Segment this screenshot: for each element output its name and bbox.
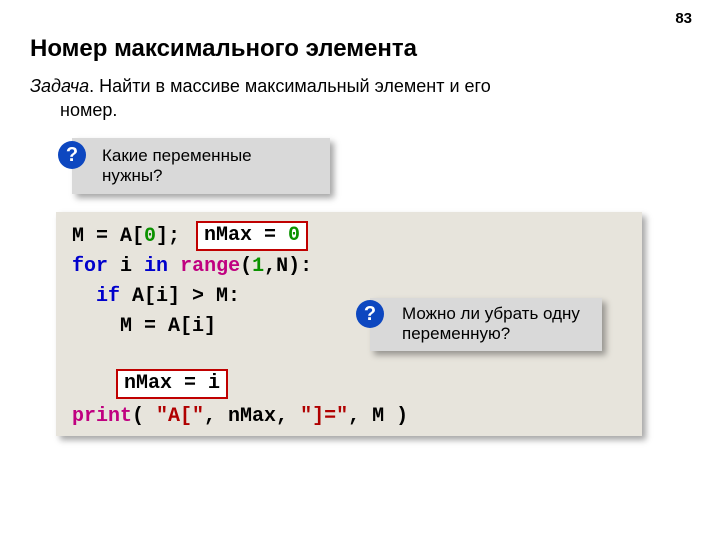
page-number: 83 (675, 10, 692, 27)
code-l2o: ( (240, 255, 252, 278)
code-s2: "]=" (300, 405, 348, 428)
question-icon-2: ? (356, 300, 384, 328)
box2: nMax = i (124, 372, 220, 395)
task-line1: . Найти в массиве максимальный элемент и… (89, 76, 491, 96)
question1-text: Какие переменные нужны? (102, 146, 252, 185)
task-label: Задача (30, 76, 89, 96)
question2-line2: переменную? (402, 324, 510, 343)
question2-line1: Можно ли убрать одну (402, 304, 580, 323)
box1-a: nMax = (204, 224, 288, 247)
highlight-box-2: nMax = i (116, 369, 228, 399)
code-l6a: ( (132, 405, 156, 428)
highlight-box-1: nMax = 0 (196, 221, 308, 251)
box1-b: 0 (288, 224, 300, 247)
code-one: 1 (252, 255, 264, 278)
code-for: for (72, 255, 108, 278)
code-l2m: i (108, 255, 144, 278)
question-icon-1: ? (58, 141, 86, 169)
code-l6b: , nMax, (204, 405, 300, 428)
code-l2sp (168, 255, 180, 278)
code-l3r: A[i] > M: (120, 285, 240, 308)
question-box-1: Какие переменные нужны? (72, 138, 330, 194)
code-l2c: ,N): (264, 255, 312, 278)
question-box-2: Можно ли убрать одну переменную? (370, 298, 602, 351)
code-range: range (180, 255, 240, 278)
code-l4: M = A[i] (72, 315, 216, 338)
code-print: print (72, 405, 132, 428)
code-l1-zero: 0 (144, 225, 156, 248)
task-line2: номер. (30, 98, 660, 122)
code-s1: "A[" (156, 405, 204, 428)
code-in: in (144, 255, 168, 278)
code-l6c: , M ) (348, 405, 408, 428)
task-text: Задача. Найти в массиве максимальный эле… (30, 74, 660, 123)
code-l1b: ]; (156, 225, 192, 248)
code-l1a: M = A[ (72, 225, 144, 248)
code-if: if (96, 285, 120, 308)
page-title: Номер максимального элемента (30, 35, 417, 63)
